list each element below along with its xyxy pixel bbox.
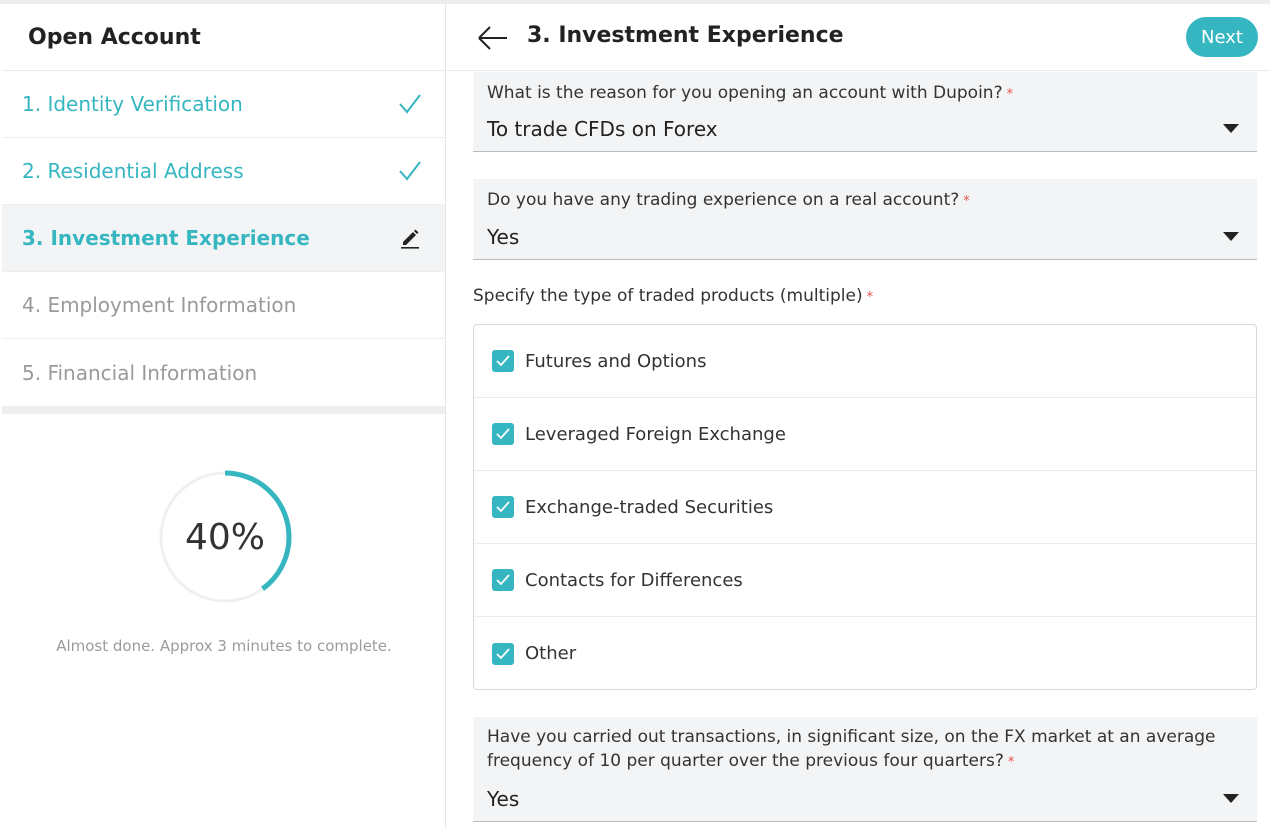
sidebar-divider [2,406,445,414]
checkbox-checked-icon [492,496,514,518]
required-mark: * [1006,87,1014,102]
caret-down-icon [1223,232,1239,241]
trading-experience-value: Yes [487,225,520,249]
checkbox-checked-icon [492,642,514,665]
main-header: 3. Investment Experience Next [447,4,1270,71]
checkbox-label: Exchange-traded Securities [525,496,774,518]
back-button[interactable] [477,24,509,52]
step-label: 2. Residential Address [22,159,244,183]
required-mark: * [1007,755,1015,770]
progress-arc [158,470,292,604]
step-employment-information[interactable]: 4. Employment Information [2,272,445,339]
sidebar-header: Open Account [2,4,445,71]
step-label: 3. Investment Experience [22,226,310,250]
top-border [0,0,1270,4]
arrow-left-icon [477,26,509,56]
page-title: 3. Investment Experience [527,23,844,48]
trading-experience-label: Do you have any trading experience on a … [487,190,960,210]
checkmark-icon [397,158,423,184]
sidebar: Open Account 1. Identity Verification 2.… [2,4,446,828]
progress-caption: Almost done. Approx 3 minutes to complet… [56,637,392,655]
field-label: Do you have any trading experience on a … [487,188,970,214]
required-mark: * [963,194,970,209]
field-label: What is the reason for you opening an ac… [487,81,1013,107]
reason-value: To trade CFDs on Forex [487,117,718,141]
trading-experience-select[interactable]: Do you have any trading experience on a … [473,179,1257,260]
pencil-icon [397,225,423,251]
checkmark-icon [397,91,423,117]
checkbox-label: Futures and Options [525,350,707,372]
checkbox-label: Other [525,643,577,664]
step-investment-experience[interactable]: 3. Investment Experience [2,205,445,272]
checkbox-exchange-traded-securities[interactable]: Exchange-traded Securities [474,471,1256,544]
reason-label: What is the reason for you opening an ac… [487,83,1003,103]
step-financial-information[interactable]: 5. Financial Information [2,339,445,406]
step-label: 5. Financial Information [22,360,258,385]
fx-transactions-label-line2: frequency of 10 per quarter over the pre… [487,751,1004,771]
required-mark: * [866,290,874,305]
sidebar-title: Open Account [28,24,201,50]
progress-ring: 40% [157,469,293,605]
products-label-wrap: Specify the type of traded products (mul… [473,286,873,306]
next-button[interactable]: Next [1186,17,1258,57]
field-label: Have you carried out transactions, in si… [487,725,1216,775]
checkbox-leveraged-forex[interactable]: Leveraged Foreign Exchange [474,398,1256,471]
caret-down-icon [1223,794,1239,803]
checkbox-label: Contacts for Differences [525,569,743,591]
fx-transactions-label-line1: Have you carried out transactions, in si… [487,727,1216,747]
fx-transactions-select[interactable]: Have you carried out transactions, in si… [473,717,1257,822]
checkbox-checked-icon [492,423,514,445]
checkbox-checked-icon [492,569,514,591]
reason-select[interactable]: What is the reason for you opening an ac… [473,72,1257,152]
main-panel: 3. Investment Experience Next What is th… [447,4,1270,828]
step-label: 4. Employment Information [22,293,297,317]
step-label: 1. Identity Verification [22,92,243,116]
step-identity-verification[interactable]: 1. Identity Verification [2,71,445,138]
checkbox-label: Leveraged Foreign Exchange [525,423,786,445]
fx-transactions-value: Yes [487,787,520,811]
step-residential-address[interactable]: 2. Residential Address [2,138,445,205]
products-label: Specify the type of traded products (mul… [473,286,863,306]
progress-percent: 40% [184,516,265,558]
checkbox-checked-icon [492,350,514,372]
caret-down-icon [1223,124,1239,133]
checkbox-contacts-for-differences[interactable]: Contacts for Differences [474,544,1256,617]
products-checkbox-list: Futures and Options Leveraged Foreign Ex… [473,324,1257,690]
checkbox-other[interactable]: Other [474,617,1256,690]
checkbox-futures-options[interactable]: Futures and Options [474,325,1256,398]
